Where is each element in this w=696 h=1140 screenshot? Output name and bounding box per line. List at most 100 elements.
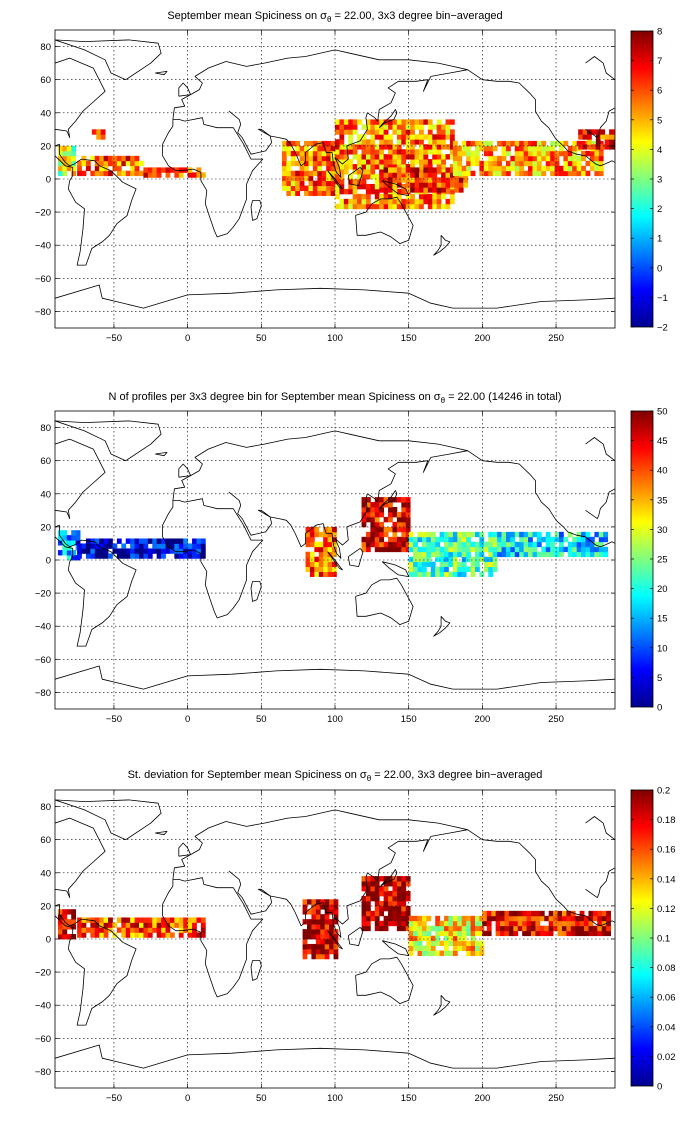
heatmap-cell xyxy=(379,900,385,907)
heatmap-cell xyxy=(613,134,615,140)
heatmap-cell xyxy=(143,548,149,554)
heatmap-cell xyxy=(152,167,158,173)
heatmap-cell xyxy=(379,124,385,130)
colorbar-tick-label: 2 xyxy=(657,204,662,215)
heatmap-cell xyxy=(466,920,471,927)
heatmap-cell xyxy=(71,540,77,546)
heatmap-cell xyxy=(606,915,611,922)
heatmap-cell xyxy=(570,915,576,922)
heatmap-cell xyxy=(388,536,393,543)
heatmap-cell xyxy=(339,144,345,150)
heatmap-cell xyxy=(401,203,407,210)
heatmap-cell xyxy=(374,119,380,125)
heatmap-cell xyxy=(156,543,162,549)
colorbar-tick-label: 0.16 xyxy=(657,845,676,856)
heatmap-cell xyxy=(401,886,407,892)
heatmap-cell xyxy=(392,905,398,912)
heatmap-cell xyxy=(196,543,202,549)
heatmap-cell xyxy=(517,925,523,932)
heatmap-cell xyxy=(419,203,424,210)
heatmap-cell xyxy=(535,930,541,937)
heatmap-cell xyxy=(335,149,340,155)
heatmap-cell xyxy=(66,555,72,561)
heatmap-cell xyxy=(383,193,389,200)
heatmap-cells xyxy=(57,119,615,210)
heatmap-cell xyxy=(370,910,376,917)
heatmap-cell xyxy=(505,145,511,152)
heatmap-cell xyxy=(408,925,414,932)
heatmap-cell xyxy=(396,134,402,140)
heatmap-cell xyxy=(352,193,358,200)
heatmap-cell xyxy=(315,904,321,910)
heatmap-cell xyxy=(361,886,367,892)
heatmap-cell xyxy=(125,922,131,928)
heatmap-cell xyxy=(436,203,442,210)
heatmap-cell xyxy=(286,175,292,182)
heatmap-cell xyxy=(541,165,547,172)
heatmap-cell xyxy=(554,536,560,543)
heatmap-cell xyxy=(432,154,438,160)
heatmap-cell xyxy=(333,899,339,905)
heatmap-cell xyxy=(143,927,149,933)
heatmap-cell xyxy=(379,511,385,518)
heatmap-cell xyxy=(192,538,197,544)
heatmap-cell xyxy=(579,915,585,922)
heatmap-cell xyxy=(448,561,454,568)
heatmap-cell xyxy=(147,917,153,923)
heatmap-cell xyxy=(417,556,423,563)
heatmap-cell xyxy=(550,546,555,553)
colorbar-gradient xyxy=(630,410,654,708)
heatmap-cell xyxy=(388,144,393,150)
heatmap-cell xyxy=(436,198,442,205)
heatmap-cell xyxy=(352,164,358,170)
heatmap-cell xyxy=(361,516,367,523)
heatmap-cell xyxy=(147,167,153,173)
heatmap-cell xyxy=(335,164,340,170)
heatmap-cell xyxy=(405,182,411,188)
heatmap-cell xyxy=(125,160,131,167)
heatmap-cell xyxy=(483,165,489,172)
heatmap-cell xyxy=(592,915,598,922)
heatmap-cell xyxy=(75,530,81,536)
heatmap-cell xyxy=(452,950,458,956)
heatmap-cell xyxy=(414,198,420,205)
heatmap-cell xyxy=(457,945,463,951)
heatmap-cell xyxy=(435,920,441,927)
heatmap-cell xyxy=(561,915,567,922)
heatmap-cell xyxy=(504,915,510,922)
heatmap-cell xyxy=(178,167,184,173)
coastline xyxy=(355,577,414,625)
heatmap-cell xyxy=(483,150,489,157)
heatmap-cell xyxy=(479,925,485,932)
heatmap-cell xyxy=(572,140,578,147)
heatmap-cell xyxy=(71,555,77,561)
heatmap-cell xyxy=(332,531,337,538)
heatmap-cell xyxy=(531,925,536,932)
heatmap-cell xyxy=(361,541,367,548)
colorbar-tick-label: 0.02 xyxy=(657,1052,676,1063)
y-tick-label: 80 xyxy=(40,802,51,813)
heatmap-cell xyxy=(589,150,595,157)
heatmap-cell xyxy=(352,183,358,190)
heatmap-cell xyxy=(365,915,371,922)
heatmap-cell xyxy=(432,149,438,155)
heatmap-cell xyxy=(519,155,525,162)
heatmap-cell xyxy=(321,175,327,182)
heatmap-cell xyxy=(161,917,166,923)
heatmap-cell xyxy=(290,150,296,157)
heatmap-cell xyxy=(445,124,451,130)
heatmap-cell xyxy=(427,177,433,183)
heatmap-cell xyxy=(286,185,292,191)
heatmap-cell xyxy=(314,566,320,572)
heatmap-cell xyxy=(396,895,402,902)
heatmap-cell xyxy=(550,536,555,543)
heatmap-cell xyxy=(374,915,380,922)
heatmap-cell xyxy=(613,139,615,145)
heatmap-cell xyxy=(290,155,296,162)
heatmap-cell xyxy=(365,925,371,932)
heatmap-cell xyxy=(457,541,463,548)
heatmap-cell xyxy=(379,169,385,175)
heatmap-cell xyxy=(57,914,63,920)
heatmap-cell xyxy=(81,932,87,938)
